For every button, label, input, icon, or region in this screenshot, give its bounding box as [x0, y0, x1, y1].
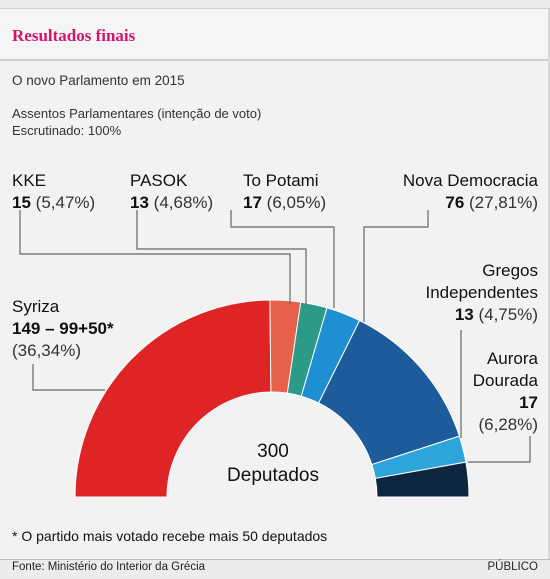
vote-pct: (27,81%)	[469, 193, 538, 212]
slices-group	[74, 299, 470, 498]
header-bar	[0, 8, 548, 61]
slice-syriza	[74, 299, 272, 498]
source-note: Fonte: Ministério do Interior da Grécia	[12, 561, 206, 573]
leader-to-potami	[230, 210, 335, 308]
party-name: To Potami	[243, 171, 319, 190]
vote-pct: (4,75%)	[478, 305, 538, 324]
leader-lines	[19, 210, 531, 463]
seats: 17	[519, 393, 538, 412]
center-total: 300	[257, 441, 289, 462]
vote-pct: (4,68%)	[153, 193, 214, 212]
footer-bar	[0, 559, 550, 579]
leader-nova-democracia	[363, 210, 429, 322]
party-name: KKE	[12, 171, 47, 190]
label-nova-democracia: Nova Democracia 76 (27,81%)	[403, 170, 538, 214]
seats: 13	[130, 193, 149, 212]
vote-pct: (36,34%)	[12, 341, 81, 360]
label-aurora: Aurora Dourada 17 (6,28%)	[438, 348, 538, 436]
chart-subtitle: O novo Parlamento em 2015	[12, 73, 185, 88]
label-syriza: Syriza 149 – 99+50* (36,34%)	[12, 296, 114, 362]
page-title: Resultados finais	[12, 26, 136, 45]
leader-aurora	[468, 436, 531, 463]
chart-description: Assentos Parlamentares (intenção de voto…	[12, 106, 262, 121]
brand-logo: PÚBLICO	[487, 561, 539, 573]
party-name: Aurora Dourada	[472, 349, 538, 390]
center-unit: Deputados	[227, 465, 319, 486]
label-pasok: PASOK 13 (4,68%)	[130, 170, 213, 214]
label-gregos: Gregos Independentes 13 (4,75%)	[368, 260, 539, 326]
seats: 17	[243, 193, 262, 212]
slice-aurora-dourada	[374, 461, 470, 498]
seats: 149 – 99+50*	[12, 319, 114, 338]
party-name: Syriza	[12, 297, 60, 316]
counted-status: Escrutinado: 100%	[12, 123, 122, 138]
leader-syriza	[32, 364, 105, 391]
party-name: Nova Democracia	[402, 171, 538, 190]
leader-pasok	[136, 210, 307, 304]
party-name: Gregos Independentes	[425, 261, 539, 302]
vote-pct: (6,28%)	[478, 415, 538, 434]
label-kke: KKE 15 (5,47%)	[12, 170, 95, 214]
vote-pct: (6,05%)	[266, 193, 327, 212]
seats: 76	[445, 193, 465, 212]
seats: 13	[454, 305, 474, 324]
leader-kke	[19, 210, 291, 304]
label-to-potami: To Potami 17 (6,05%)	[243, 170, 326, 214]
footnote: * O partido mais votado recebe mais 50 d…	[12, 528, 328, 544]
vote-pct: (5,47%)	[35, 193, 96, 212]
seats: 15	[12, 193, 31, 212]
party-name: PASOK	[130, 171, 188, 190]
